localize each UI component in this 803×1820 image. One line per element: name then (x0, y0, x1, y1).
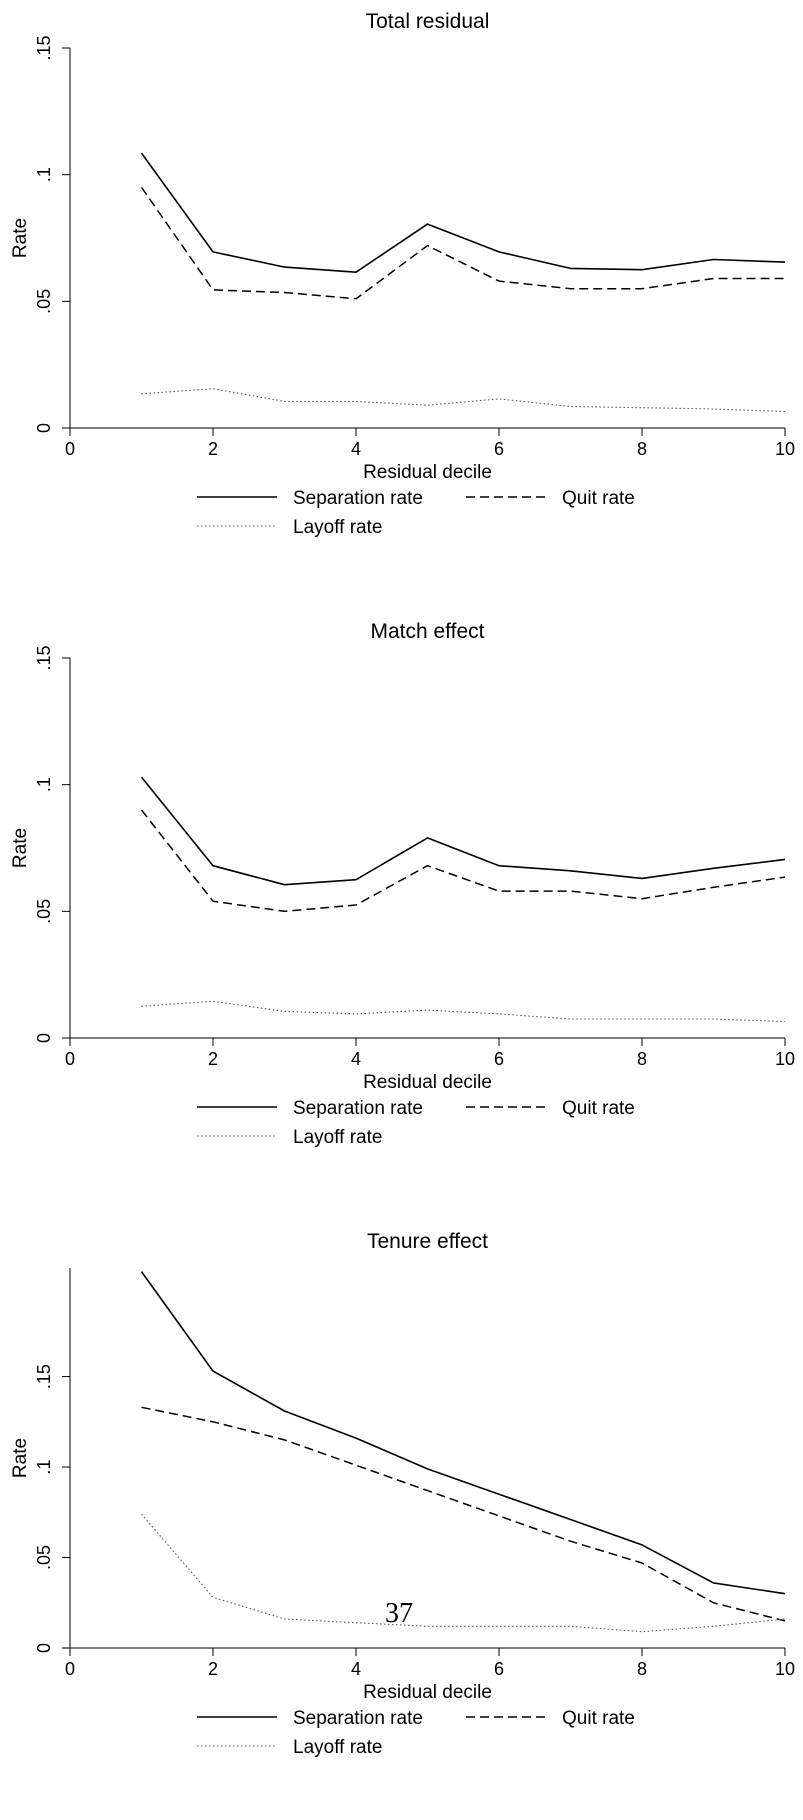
x-tick-label: 0 (65, 1659, 75, 1679)
x-tick-label: 0 (65, 1049, 75, 1069)
series-line-separation-rate (140, 776, 786, 886)
y-tick-label: .05 (34, 289, 54, 314)
series-line-layoff-rate (141, 1513, 786, 1633)
chart-title: Tenure effect (367, 1230, 488, 1253)
x-tick-label: 2 (208, 1659, 218, 1679)
y-tick-label: .1 (34, 167, 54, 182)
chart-svg: Match effect 0 .05 .1 .15 Rate 0 2 4 6 8 10 Residual… (10, 620, 795, 1148)
x-tick-label: 2 (208, 1049, 218, 1069)
series-line-separation-rate (140, 152, 786, 274)
x-tick-label: 6 (494, 439, 504, 459)
chart-svg: Tenure effect 0 .05 .1 .15 Rate 0 2 4 6 8 10 Residua… (10, 1230, 795, 1758)
x-tick-label: 0 (65, 439, 75, 459)
y-tick-label: 0 (34, 1033, 54, 1043)
legend-label: Layoff rate (293, 1737, 382, 1758)
series-line-quit-rate (140, 186, 785, 300)
y-tick-label: .15 (34, 1364, 54, 1389)
legend-label: Quit rate (562, 1708, 635, 1729)
x-tick-label: 8 (637, 1049, 647, 1069)
x-tick-label: 8 (637, 1659, 647, 1679)
x-tick-label: 10 (775, 1049, 795, 1069)
x-tick-label: 10 (775, 439, 795, 459)
series-line-quit-rate (140, 809, 786, 913)
y-tick-label: .15 (34, 645, 54, 670)
page-number: 37 (385, 1598, 413, 1629)
y-axis-label: Rate (10, 828, 31, 868)
x-tick-label: 8 (637, 439, 647, 459)
x-tick-label: 6 (494, 1049, 504, 1069)
chart-svg: Total residual 0 .05 .1 .15 Rate 0 2 4 6 8 10 Residu… (10, 10, 795, 538)
chart-panel-match-effect: Match effect 0 .05 .1 .15 Rate 0 2 4 6 8 10 Residual… (0, 610, 803, 1210)
x-tick-label: 4 (351, 439, 361, 459)
series-line-layoff-rate (141, 388, 786, 413)
chart-title: Total residual (366, 10, 490, 33)
x-tick-label: 4 (351, 1659, 361, 1679)
y-tick-label: .1 (34, 1460, 54, 1475)
y-axis-label: Rate (10, 218, 31, 258)
chart-panel-total-residual: Total residual 0 .05 .1 .15 Rate 0 2 4 6 8 10 Residu… (0, 0, 803, 600)
y-tick-label: .15 (34, 35, 54, 60)
y-tick-label: .05 (34, 1545, 54, 1570)
y-tick-label: .05 (34, 899, 54, 924)
x-tick-label: 10 (775, 1659, 795, 1679)
chart-panel-tenure-effect: Tenure effect 0 .05 .1 .15 Rate 0 2 4 6 8 10 Residua… (0, 1220, 803, 1820)
legend-label: Layoff rate (293, 517, 382, 538)
y-tick-label: .1 (34, 777, 54, 792)
x-axis-label: Residual decile (363, 1682, 492, 1703)
legend-label: Quit rate (562, 1098, 635, 1119)
legend-label: Layoff rate (293, 1127, 382, 1148)
x-axis-label: Residual decile (363, 1072, 492, 1093)
y-axis-label: Rate (10, 1438, 31, 1478)
x-axis-label: Residual decile (363, 462, 492, 483)
legend-label: Separation rate (293, 488, 423, 509)
series-line-quit-rate (141, 1406, 786, 1622)
legend-label: Quit rate (562, 488, 635, 509)
series-line-layoff-rate (141, 1000, 786, 1023)
x-tick-label: 4 (351, 1049, 361, 1069)
legend-label: Separation rate (293, 1098, 423, 1119)
x-tick-label: 6 (494, 1659, 504, 1679)
series-line-separation-rate (140, 1271, 786, 1595)
y-tick-label: 0 (34, 1643, 54, 1653)
legend-label: Separation rate (293, 1708, 423, 1729)
chart-title: Match effect (370, 620, 484, 643)
y-tick-label: 0 (34, 423, 54, 433)
x-tick-label: 2 (208, 439, 218, 459)
